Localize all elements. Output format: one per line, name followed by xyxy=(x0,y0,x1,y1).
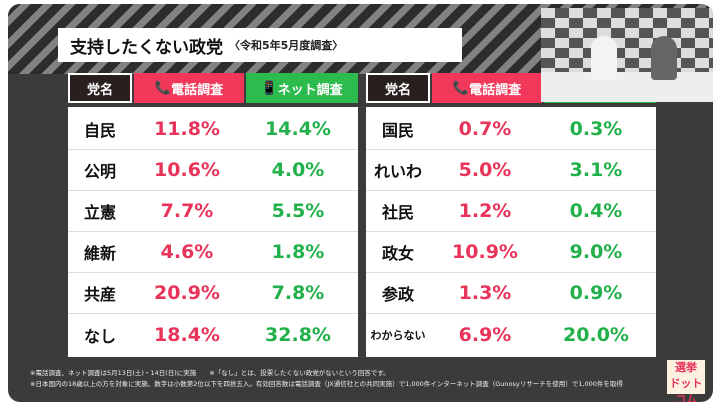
phone-icon: 📞 xyxy=(154,80,172,96)
phone-value: 1.2% xyxy=(458,200,512,222)
presenter-1 xyxy=(591,36,617,80)
header-party: 党名 xyxy=(366,73,430,103)
party-name: 政女 xyxy=(381,244,414,263)
net-value: 9.0% xyxy=(569,241,623,263)
party-name: 自民 xyxy=(83,121,116,140)
net-value: 14.4% xyxy=(265,118,331,140)
party-name: 維新 xyxy=(83,244,116,263)
presenter-2 xyxy=(651,36,677,80)
logo: 選挙 ドットコム xyxy=(667,360,705,402)
header-phone: 📞 電話調査 xyxy=(432,73,542,103)
phone-value: 5.0% xyxy=(458,159,512,181)
party-name: 共産 xyxy=(83,285,116,304)
table-row: 共産 20.9% 7.8% xyxy=(68,273,358,314)
phone-value: 10.9% xyxy=(452,241,518,263)
table-row: なし 18.4% 32.8% xyxy=(68,314,358,355)
table-row: わからない 6.9% 20.0% xyxy=(366,314,656,355)
table-row: 政女 10.9% 9.0% xyxy=(366,232,656,273)
party-name: 社民 xyxy=(381,203,414,222)
party-name: れいわ xyxy=(373,162,422,181)
phone-value: 1.3% xyxy=(458,282,512,304)
party-name: 参政 xyxy=(381,285,414,304)
party-name: わからない xyxy=(370,328,426,342)
party-name: なし xyxy=(83,326,116,346)
right-rows: 国民 0.7% 0.3% れいわ 5.0% 3.1% 社民 1.2% 0.4% 政女 10.9% 9.… xyxy=(366,107,656,357)
video-overlay xyxy=(541,8,713,102)
footnote: ※電話調査、ネット調査は5月13日(土)・14日(日)に実施 ※「なし」とは、投… xyxy=(30,369,390,377)
phone-value: 11.8% xyxy=(154,118,220,140)
phone-value: 10.6% xyxy=(154,159,220,181)
header-phone: 📞 電話調査 xyxy=(134,73,244,103)
table-row: 維新 4.6% 1.8% xyxy=(68,232,358,273)
net-value: 0.4% xyxy=(569,200,623,222)
page-title: 支持したくない政党 xyxy=(70,37,223,58)
slide-frame: 支持したくない政党 〈令和5年5月度調査〉 党名 📞 電話調査 📱 ネット調査 自民… xyxy=(8,4,713,402)
net-value: 4.0% xyxy=(271,159,325,181)
party-name: 公明 xyxy=(83,162,116,181)
table-row: 公明 10.6% 4.0% xyxy=(68,150,358,191)
smartphone-icon: 📱 xyxy=(261,80,278,96)
net-value: 20.0% xyxy=(563,323,629,346)
net-value: 32.8% xyxy=(265,323,331,346)
header-party: 党名 xyxy=(68,73,132,103)
table-row: れいわ 5.0% 3.1% xyxy=(366,150,656,191)
net-value: 7.8% xyxy=(271,282,325,304)
left-table: 党名 📞 電話調査 📱 ネット調査 自民 11.8% 14.4% 公明 10.6% 4.0% 立… xyxy=(68,73,358,357)
phone-value: 4.6% xyxy=(160,241,214,263)
table-row: 立憲 7.7% 5.5% xyxy=(68,191,358,232)
footnotes: ※電話調査、ネット調査は5月13日(土)・14日(日)に実施 ※「なし」とは、投… xyxy=(30,368,623,390)
footnote: ※日本国内の18歳以上の方を対象に実施、数字は小数第2位以下を四捨五入。有効回答… xyxy=(30,380,623,388)
party-name: 立憲 xyxy=(83,203,116,222)
net-value: 0.3% xyxy=(569,118,623,140)
net-value: 3.1% xyxy=(569,159,623,181)
net-value: 1.8% xyxy=(271,241,325,263)
phone-icon: 📞 xyxy=(452,80,470,96)
phone-value: 20.9% xyxy=(154,282,220,304)
left-rows: 自民 11.8% 14.4% 公明 10.6% 4.0% 立憲 7.7% 5.5% 維新 4.6% 1… xyxy=(68,107,358,357)
net-value: 0.9% xyxy=(569,282,623,304)
page-subtitle: 〈令和5年5月度調査〉 xyxy=(229,39,344,52)
table-row: 国民 0.7% 0.3% xyxy=(366,109,656,150)
party-name: 国民 xyxy=(381,121,414,140)
net-value: 5.5% xyxy=(271,200,325,222)
header-net: 📱ネット調査 xyxy=(246,73,358,103)
desk xyxy=(541,72,713,102)
phone-value: 18.4% xyxy=(154,323,220,346)
phone-value: 7.7% xyxy=(160,200,214,222)
title-box: 支持したくない政党 〈令和5年5月度調査〉 xyxy=(58,28,462,62)
table-row: 社民 1.2% 0.4% xyxy=(366,191,656,232)
table-row: 自民 11.8% 14.4% xyxy=(68,109,358,150)
table-row: 参政 1.3% 0.9% xyxy=(366,273,656,314)
right-table: 党名 📞電話調査 📱ネット調査 国民0.7%0.3%れいわ5.0%3.1%社民1… xyxy=(366,73,656,357)
phone-value: 6.9% xyxy=(458,323,512,346)
phone-value: 0.7% xyxy=(458,118,512,140)
